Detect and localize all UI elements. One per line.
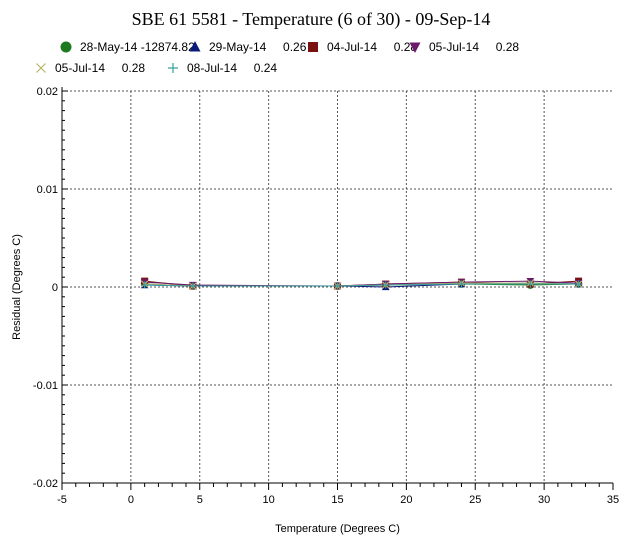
legend-marker-shape bbox=[409, 42, 421, 53]
legend-item: 28-May-14 -12874.82 bbox=[58, 40, 195, 54]
y-axis-title: Residual (Degrees C) bbox=[11, 234, 23, 340]
data-point bbox=[189, 282, 197, 290]
legend-item: 08-Jul-14 0.24 bbox=[165, 61, 277, 75]
legend-marker bbox=[165, 61, 181, 75]
legend-label: 28-May-14 -12874.82 bbox=[80, 40, 195, 54]
x-tick-label: 10 bbox=[263, 494, 275, 506]
data-point bbox=[575, 280, 583, 288]
legend-label: 29-May-14 0.26 bbox=[209, 40, 307, 54]
data-point bbox=[141, 281, 149, 289]
x-tick-label: 35 bbox=[607, 494, 619, 506]
y-tick-label: -0.02 bbox=[33, 478, 58, 490]
legend-label: 05-Jul-14 0.28 bbox=[429, 40, 520, 54]
x-tick-label: 20 bbox=[400, 494, 412, 506]
legend-marker-shape bbox=[60, 41, 72, 53]
legend-marker bbox=[58, 40, 74, 54]
legend-label: 05-Jul-14 0.28 bbox=[55, 61, 146, 75]
legend-marker bbox=[407, 40, 423, 54]
data-point bbox=[382, 281, 390, 289]
legend-item: 29-May-14 0.26 bbox=[187, 40, 306, 54]
chart-title: SBE 61 5581 - Temperature (6 of 30) - 09… bbox=[131, 9, 491, 29]
legend-marker-shape bbox=[189, 41, 201, 52]
legend-item: 05-Jul-14 0.28 bbox=[407, 40, 519, 54]
legend-label: 08-Jul-14 0.24 bbox=[187, 61, 278, 75]
x-tick-label: 30 bbox=[538, 494, 550, 506]
x-tick-label: -5 bbox=[57, 494, 67, 506]
legend-marker-shape bbox=[168, 63, 178, 73]
data-point bbox=[334, 282, 341, 290]
x-axis-title: Temperature (Degrees C) bbox=[275, 523, 400, 535]
x-tick-label: 0 bbox=[128, 494, 134, 506]
series-6 bbox=[141, 280, 583, 290]
y-tick-label: -0.01 bbox=[33, 380, 58, 392]
legend-item: 05-Jul-14 0.28 bbox=[33, 61, 145, 75]
x-tick-label: 25 bbox=[469, 494, 481, 506]
legend-marker bbox=[33, 61, 49, 75]
legend-marker-shape bbox=[36, 63, 46, 73]
data-point bbox=[526, 280, 534, 288]
legend-marker-shape bbox=[308, 42, 318, 52]
y-tick-label: 0.01 bbox=[37, 184, 58, 196]
x-tick-label: 5 bbox=[197, 494, 203, 506]
legend-marker bbox=[305, 40, 321, 54]
data-point bbox=[457, 280, 465, 288]
y-tick-label: 0 bbox=[52, 282, 58, 294]
y-tick-label: 0.02 bbox=[37, 86, 58, 98]
x-tick-label: 15 bbox=[331, 494, 343, 506]
legend-marker bbox=[187, 40, 203, 54]
